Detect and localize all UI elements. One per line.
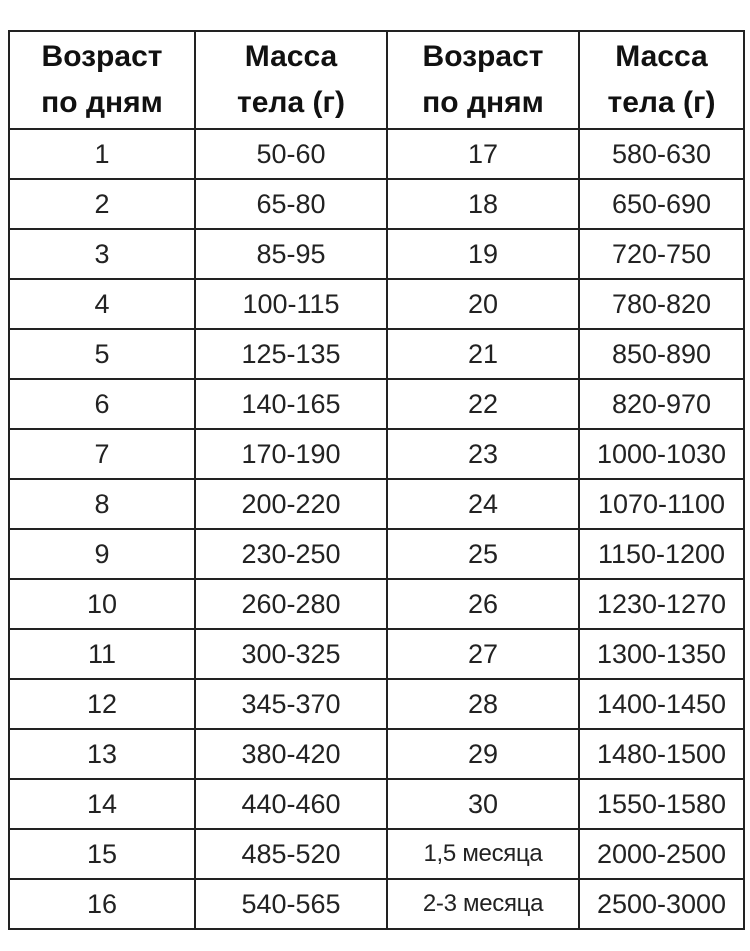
age-cell: 19 [386, 228, 580, 280]
header-line: по дням [422, 86, 544, 119]
mass-cell: 1070-1100 [578, 478, 745, 530]
age-cell: 1 [8, 128, 196, 180]
mass-cell: 580-630 [578, 128, 745, 180]
table-row: 6 140-165 22 820-970 [8, 378, 745, 430]
mass-cell: 1480-1500 [578, 728, 745, 780]
age-cell: 8 [8, 478, 196, 530]
mass-cell: 2500-3000 [578, 878, 745, 930]
age-cell: 23 [386, 428, 580, 480]
age-cell: 13 [8, 728, 196, 780]
mass-cell: 485-520 [194, 828, 388, 880]
table-row: 2 65-80 18 650-690 [8, 178, 745, 230]
weight-by-age-table: Возраст по дням Масса тела (г) Возраст по д… [8, 30, 745, 930]
table-row: 12 345-370 28 1400-1450 [8, 678, 745, 730]
age-cell: 12 [8, 678, 196, 730]
mass-cell: 440-460 [194, 778, 388, 830]
table-row: 8 200-220 24 1070-1100 [8, 478, 745, 530]
mass-cell: 1150-1200 [578, 528, 745, 580]
age-cell: 11 [8, 628, 196, 680]
header-line: Масса [244, 40, 338, 73]
header-line: тела (г) [237, 86, 345, 119]
table-row: 1 50-60 17 580-630 [8, 128, 745, 180]
mass-cell: 780-820 [578, 278, 745, 330]
mass-cell: 300-325 [194, 628, 388, 680]
mass-cell: 380-420 [194, 728, 388, 780]
mass-cell: 125-135 [194, 328, 388, 380]
table-row: 13 380-420 29 1480-1500 [8, 728, 745, 780]
age-cell: 2 [8, 178, 196, 230]
mass-cell: 200-220 [194, 478, 388, 530]
table-row: 5 125-135 21 850-890 [8, 328, 745, 380]
mass-cell: 1230-1270 [578, 578, 745, 630]
age-cell: 9 [8, 528, 196, 580]
age-cell: 10 [8, 578, 196, 630]
mass-cell: 1550-1580 [578, 778, 745, 830]
age-cell: 21 [386, 328, 580, 380]
mass-cell: 345-370 [194, 678, 388, 730]
mass-cell: 650-690 [578, 178, 745, 230]
mass-cell: 540-565 [194, 878, 388, 930]
mass-cell: 1300-1350 [578, 628, 745, 680]
age-cell: 30 [386, 778, 580, 830]
table-row: 3 85-95 19 720-750 [8, 228, 745, 280]
mass-cell: 820-970 [578, 378, 745, 430]
table-row: 14 440-460 30 1550-1580 [8, 778, 745, 830]
mass-cell: 140-165 [194, 378, 388, 430]
age-cell: 28 [386, 678, 580, 730]
mass-cell: 65-80 [194, 178, 388, 230]
table-row: 11 300-325 27 1300-1350 [8, 628, 745, 680]
table-row: 9 230-250 25 1150-1200 [8, 528, 745, 580]
table-row: 10 260-280 26 1230-1270 [8, 578, 745, 630]
age-cell: 4 [8, 278, 196, 330]
age-cell: 16 [8, 878, 196, 930]
mass-cell: 170-190 [194, 428, 388, 480]
age-cell: 14 [8, 778, 196, 830]
header-age-days: Возраст по дням [8, 30, 196, 130]
table-row: 7 170-190 23 1000-1030 [8, 428, 745, 480]
age-cell: 1,5 месяца [386, 828, 580, 880]
mass-cell: 850-890 [578, 328, 745, 380]
mass-cell: 1400-1450 [578, 678, 745, 730]
age-cell: 6 [8, 378, 196, 430]
mass-cell: 85-95 [194, 228, 388, 280]
header-body-mass: Масса тела (г) [194, 30, 388, 130]
header-age-days: Возраст по дням [386, 30, 580, 130]
mass-cell: 100-115 [194, 278, 388, 330]
age-cell: 7 [8, 428, 196, 480]
age-cell: 29 [386, 728, 580, 780]
table-row: 15 485-520 1,5 месяца 2000-2500 [8, 828, 745, 880]
header-line: тела (г) [607, 86, 716, 119]
age-cell: 25 [386, 528, 580, 580]
age-cell: 5 [8, 328, 196, 380]
age-cell: 20 [386, 278, 580, 330]
table-row: 4 100-115 20 780-820 [8, 278, 745, 330]
header-line: Масса [615, 40, 708, 73]
mass-cell: 1000-1030 [578, 428, 745, 480]
age-cell: 27 [386, 628, 580, 680]
age-cell: 26 [386, 578, 580, 630]
age-cell: 3 [8, 228, 196, 280]
age-cell: 22 [386, 378, 580, 430]
header-line: Возраст [422, 40, 544, 73]
mass-cell: 50-60 [194, 128, 388, 180]
mass-cell: 2000-2500 [578, 828, 745, 880]
age-cell: 18 [386, 178, 580, 230]
age-cell: 24 [386, 478, 580, 530]
header-body-mass: Масса тела (г) [578, 30, 745, 130]
header-line: по дням [41, 86, 163, 119]
mass-cell: 230-250 [194, 528, 388, 580]
table-row: 16 540-565 2-3 месяца 2500-3000 [8, 878, 745, 930]
header-line: Возраст [41, 40, 163, 73]
age-cell: 2-3 месяца [386, 878, 580, 930]
age-cell: 15 [8, 828, 196, 880]
header-row: Возраст по дням Масса тела (г) Возраст по д… [8, 30, 745, 130]
age-cell: 17 [386, 128, 580, 180]
mass-cell: 260-280 [194, 578, 388, 630]
mass-cell: 720-750 [578, 228, 745, 280]
